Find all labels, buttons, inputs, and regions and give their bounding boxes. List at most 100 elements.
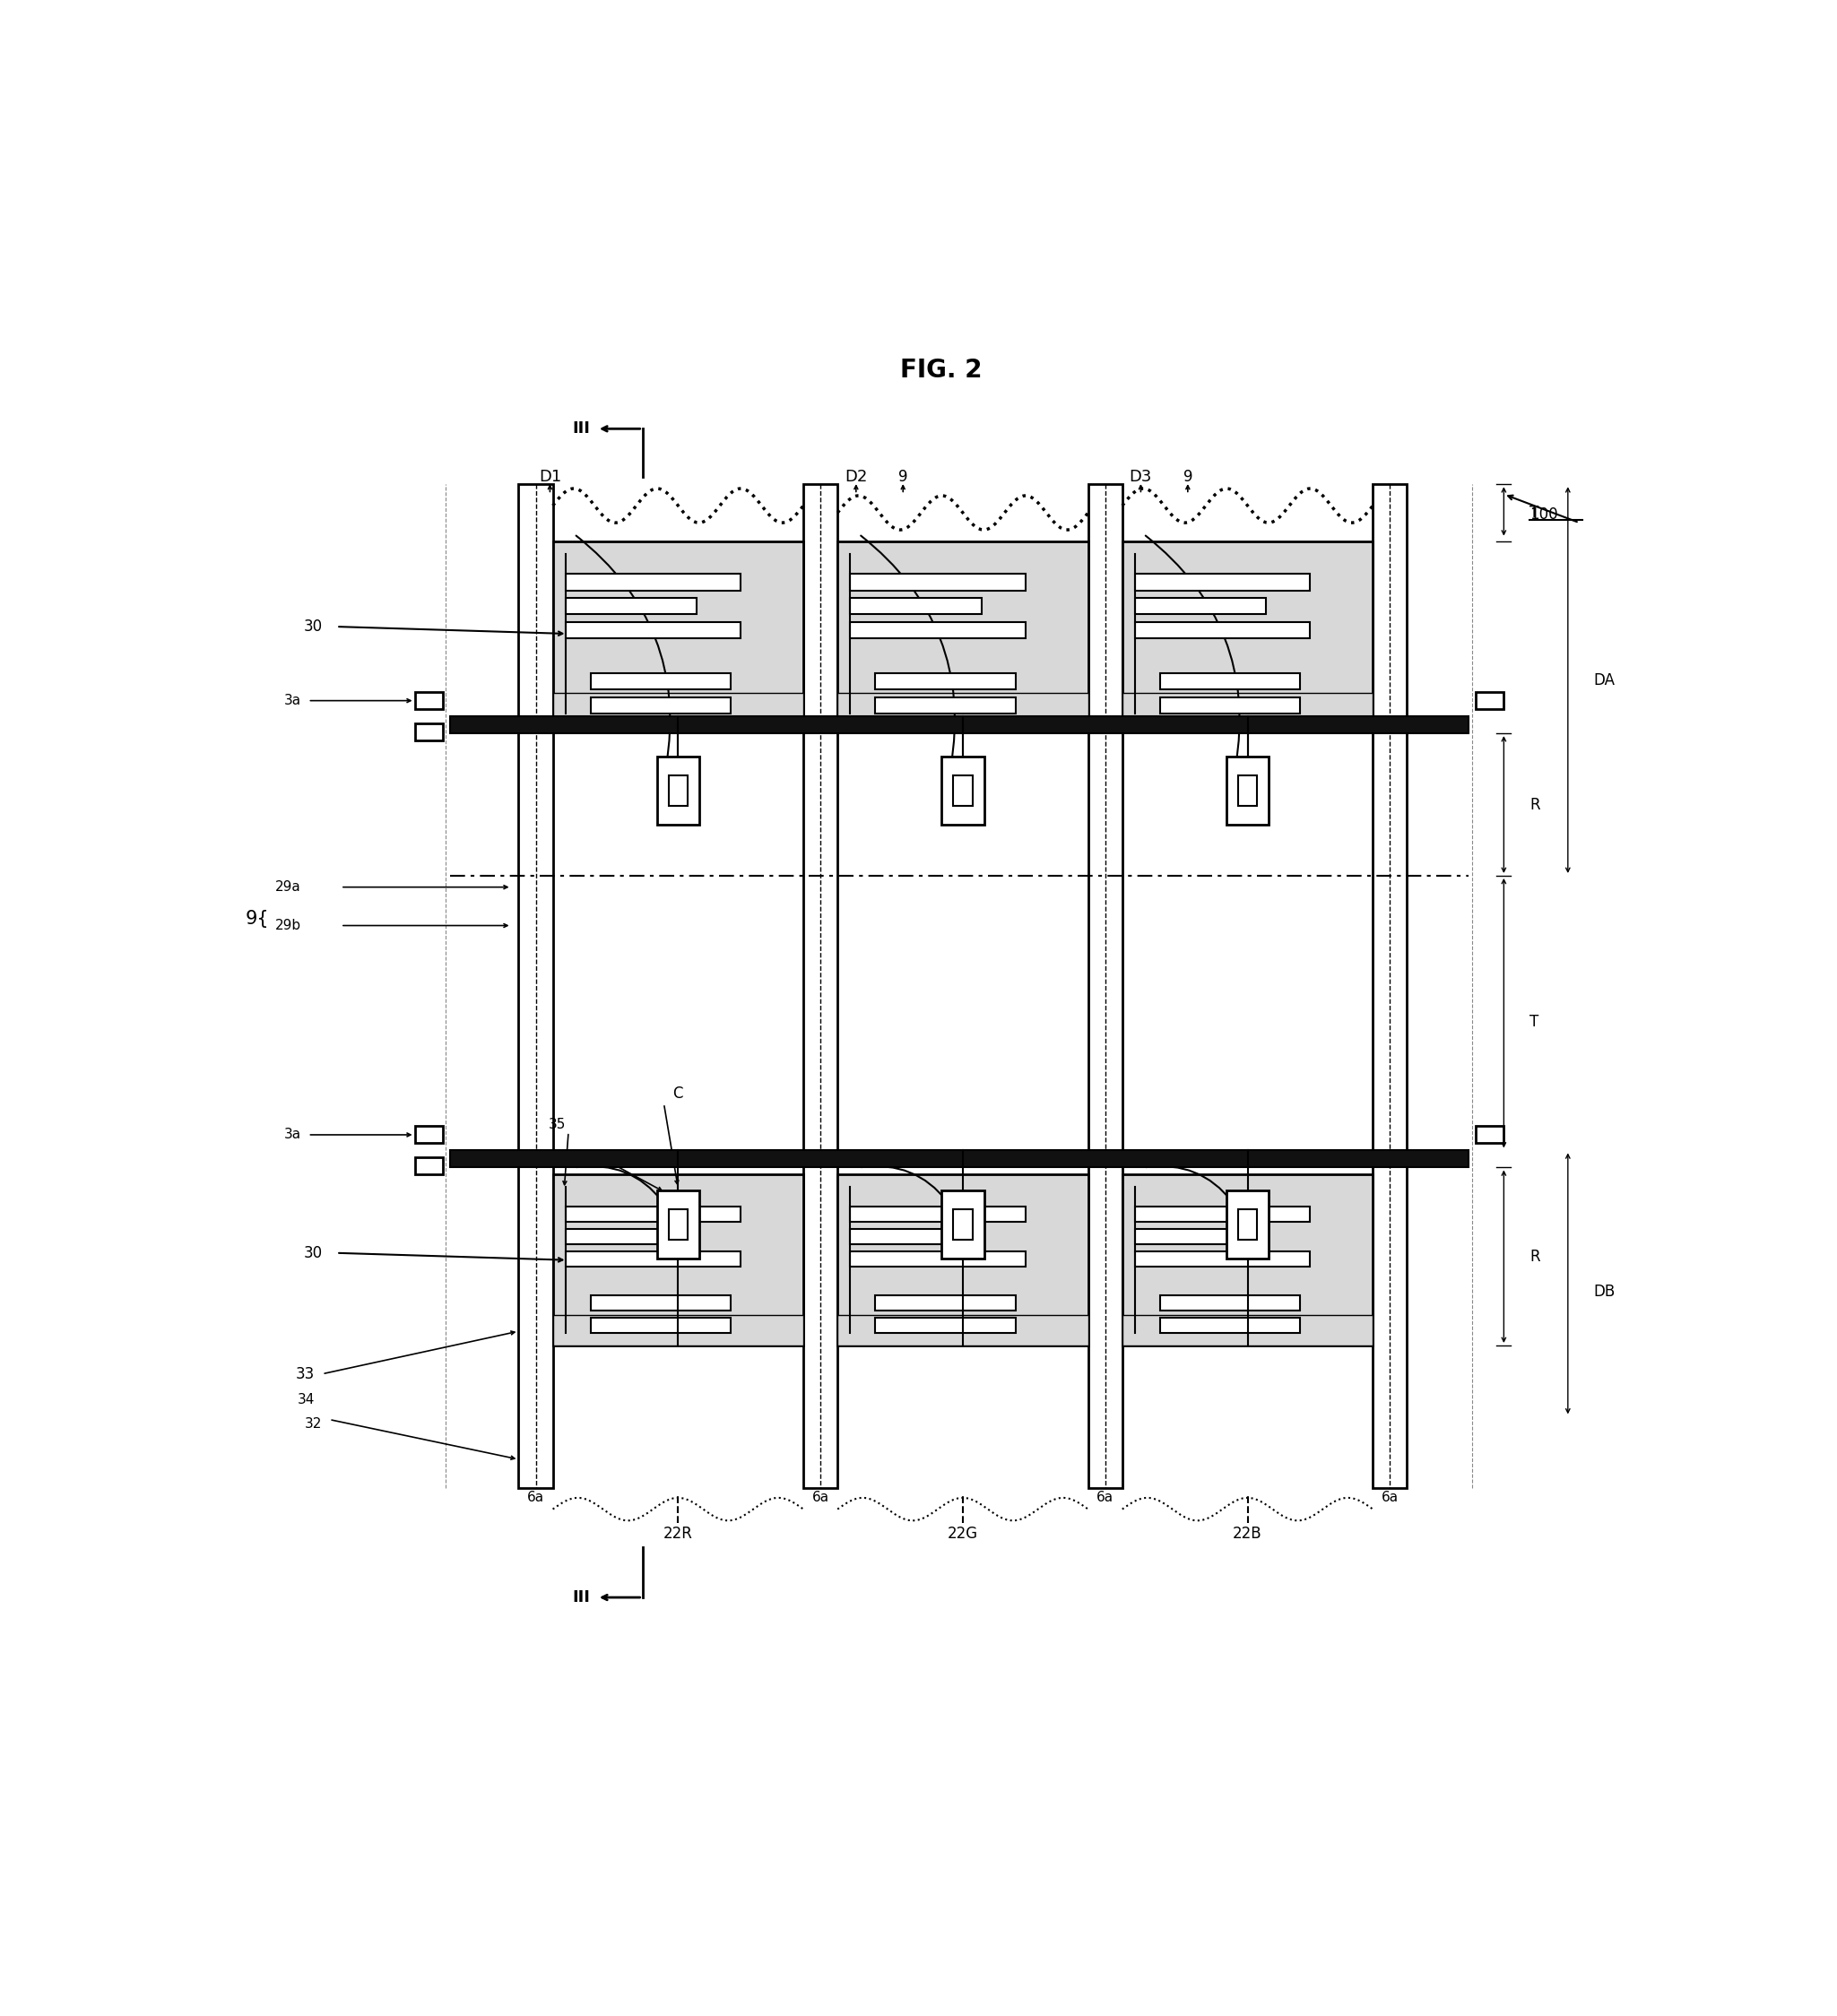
Bar xyxy=(1122,694,1372,726)
Bar xyxy=(566,575,740,591)
Text: 6a: 6a xyxy=(1097,1492,1113,1504)
Text: C: C xyxy=(672,1085,683,1101)
Bar xyxy=(450,1151,1468,1167)
Bar xyxy=(874,698,1016,714)
Bar xyxy=(415,1157,443,1175)
Text: 3a: 3a xyxy=(283,1129,301,1141)
Bar xyxy=(874,673,1016,689)
Bar xyxy=(851,575,1025,591)
Text: 100: 100 xyxy=(1530,506,1558,522)
Text: III: III xyxy=(571,1589,590,1605)
Bar xyxy=(838,1175,1088,1345)
Text: 6a: 6a xyxy=(812,1492,828,1504)
Bar xyxy=(1475,1127,1505,1143)
Bar xyxy=(415,1127,443,1143)
Bar xyxy=(669,774,687,806)
Text: III: III xyxy=(571,421,590,437)
Bar xyxy=(838,1314,1088,1345)
Text: 9: 9 xyxy=(898,470,907,486)
Text: 34: 34 xyxy=(298,1393,316,1407)
Bar xyxy=(851,1228,981,1244)
Bar xyxy=(1135,1206,1310,1222)
Bar xyxy=(1135,1252,1310,1266)
Text: 22G: 22G xyxy=(948,1526,977,1542)
Bar xyxy=(1227,1189,1269,1258)
Bar xyxy=(415,724,443,740)
Bar xyxy=(658,1189,700,1258)
Bar xyxy=(590,1318,731,1333)
Text: DB: DB xyxy=(1593,1284,1615,1300)
Bar xyxy=(1135,575,1310,591)
Bar xyxy=(1135,1228,1266,1244)
Bar xyxy=(590,698,731,714)
Bar xyxy=(566,621,740,639)
Bar xyxy=(1088,484,1122,1488)
Text: T: T xyxy=(1530,504,1539,520)
Bar xyxy=(1135,597,1266,615)
Bar xyxy=(553,1175,803,1345)
Text: 22R: 22R xyxy=(663,1526,693,1542)
Bar xyxy=(658,756,700,825)
Bar xyxy=(1227,756,1269,825)
Text: 22B: 22B xyxy=(1233,1526,1262,1542)
Bar xyxy=(942,1189,985,1258)
Bar xyxy=(1238,774,1257,806)
Bar xyxy=(1135,621,1310,639)
Bar xyxy=(1475,691,1505,710)
Bar xyxy=(553,540,803,726)
Bar xyxy=(1238,1210,1257,1240)
Bar xyxy=(1122,540,1372,726)
Bar xyxy=(566,597,696,615)
Bar xyxy=(1122,1314,1372,1345)
Text: 6a: 6a xyxy=(527,1492,544,1504)
Bar xyxy=(942,756,985,825)
Text: R: R xyxy=(1530,1248,1539,1264)
Bar xyxy=(553,1314,803,1345)
Bar xyxy=(566,1206,740,1222)
Bar xyxy=(838,694,1088,726)
Text: R: R xyxy=(1530,796,1539,812)
Text: 3a: 3a xyxy=(283,694,301,708)
Text: T: T xyxy=(1530,1014,1539,1030)
Text: 30: 30 xyxy=(303,1246,321,1262)
Bar xyxy=(1122,1175,1372,1345)
Bar xyxy=(566,1228,696,1244)
Bar xyxy=(874,1296,1016,1310)
Bar xyxy=(590,1296,731,1310)
Text: 6a: 6a xyxy=(1381,1492,1398,1504)
Bar xyxy=(1159,698,1301,714)
Bar xyxy=(566,1252,740,1266)
Text: D1: D1 xyxy=(538,470,562,486)
Text: 29b: 29b xyxy=(276,919,301,931)
Bar xyxy=(415,691,443,710)
Bar xyxy=(803,484,838,1488)
Bar xyxy=(851,1252,1025,1266)
Text: D2: D2 xyxy=(845,470,867,486)
Text: 30: 30 xyxy=(303,619,321,635)
Bar xyxy=(953,774,972,806)
Bar xyxy=(953,1210,972,1240)
Bar xyxy=(518,484,553,1488)
Bar xyxy=(1159,1318,1301,1333)
Text: 9: 9 xyxy=(1183,470,1192,486)
Bar xyxy=(669,1210,687,1240)
Bar xyxy=(838,540,1088,726)
Text: 9{: 9{ xyxy=(246,909,270,927)
Text: 29a: 29a xyxy=(276,881,301,893)
Bar xyxy=(590,673,731,689)
Bar xyxy=(1372,484,1407,1488)
Bar xyxy=(874,1318,1016,1333)
Bar xyxy=(1159,1296,1301,1310)
Bar xyxy=(851,597,981,615)
Bar xyxy=(553,694,803,726)
Text: 35: 35 xyxy=(549,1119,566,1131)
Bar xyxy=(851,621,1025,639)
Bar xyxy=(851,1206,1025,1222)
Text: D3: D3 xyxy=(1130,470,1152,486)
Text: 36: 36 xyxy=(588,1149,606,1163)
Bar xyxy=(1159,673,1301,689)
Text: 33: 33 xyxy=(296,1367,316,1383)
Text: 32: 32 xyxy=(305,1417,321,1431)
Bar xyxy=(450,716,1468,734)
Text: FIG. 2: FIG. 2 xyxy=(900,359,983,383)
